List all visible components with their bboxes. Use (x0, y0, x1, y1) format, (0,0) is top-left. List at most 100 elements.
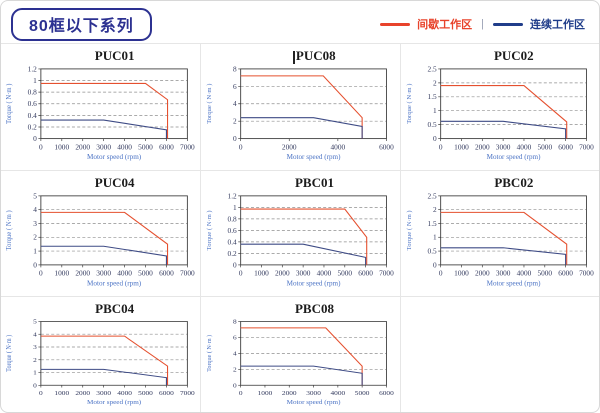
legend-separator: | (481, 18, 484, 30)
torque-speed-chart-pbc04: 0 1 2 3 4 5 0 1000 2000 3000 4000 5000 6000 7000 Motor… (6, 318, 196, 406)
svg-text:7000: 7000 (180, 270, 195, 278)
svg-text:2000: 2000 (282, 142, 297, 151)
svg-text:6: 6 (233, 82, 237, 91)
svg-text:0.5: 0.5 (427, 120, 437, 129)
svg-text:Motor speed (rpm): Motor speed (rpm) (87, 399, 141, 406)
svg-text:4000: 4000 (331, 142, 346, 151)
chart-cell-puc08: PUC08 0 2 4 6 8 0 2000 4000 6000 Motor speed (rpm… (200, 43, 400, 170)
svg-text:0: 0 (39, 270, 43, 278)
svg-text:1000: 1000 (54, 142, 69, 151)
svg-text:5000: 5000 (537, 270, 552, 278)
svg-text:7000: 7000 (579, 270, 594, 278)
svg-text:5000: 5000 (537, 142, 552, 151)
svg-text:5: 5 (33, 318, 37, 326)
svg-text:5000: 5000 (355, 389, 370, 397)
svg-text:1.2: 1.2 (228, 192, 238, 200)
svg-text:6000: 6000 (359, 270, 374, 278)
svg-text:3000: 3000 (96, 270, 111, 278)
svg-text:0: 0 (438, 142, 442, 151)
svg-text:0.4: 0.4 (28, 111, 38, 120)
chart-title: PUC04 (94, 175, 135, 190)
svg-text:0: 0 (233, 382, 237, 390)
svg-text:7000: 7000 (579, 142, 594, 151)
svg-text:Motor speed (rpm): Motor speed (rpm) (87, 153, 142, 161)
svg-text:1: 1 (433, 106, 437, 115)
continuous-legend-label: 连续工作区 (530, 19, 585, 31)
chart-title: PUC01 (94, 48, 135, 63)
svg-text:4: 4 (233, 99, 237, 108)
svg-text:Motor speed (rpm): Motor speed (rpm) (287, 153, 342, 161)
svg-text:2: 2 (433, 206, 437, 214)
svg-text:Torque ( N·m ): Torque ( N·m ) (6, 84, 13, 124)
svg-text:3000: 3000 (307, 389, 322, 397)
svg-text:1: 1 (33, 369, 37, 377)
svg-text:7000: 7000 (180, 389, 195, 397)
svg-text:Torque ( N·m ): Torque ( N·m ) (206, 210, 213, 250)
svg-text:Torque ( N·m ): Torque ( N·m ) (206, 84, 213, 124)
chart-cell-pbc01: PBC01 0 0.2 0.4 0.6 0.8 1 1.2 0 1000 2000 3000 4000… (200, 170, 400, 296)
svg-text:0: 0 (33, 261, 37, 269)
svg-text:1000: 1000 (54, 270, 69, 278)
chart-title: PUC08 (295, 48, 336, 63)
svg-text:Torque ( N·m ): Torque ( N·m ) (406, 84, 413, 124)
chart-cell-puc02: PUC02 0 0.5 1 1.5 2 2.5 0 1000 2000 3000 4000 5000 6… (399, 43, 599, 170)
svg-text:2: 2 (433, 78, 437, 87)
svg-text:0: 0 (233, 261, 237, 269)
svg-text:Motor speed (rpm): Motor speed (rpm) (287, 399, 341, 406)
svg-text:6000: 6000 (379, 142, 394, 151)
svg-text:6000: 6000 (558, 142, 573, 151)
svg-text:1: 1 (233, 204, 237, 212)
svg-text:2000: 2000 (282, 389, 297, 397)
svg-text:0: 0 (433, 134, 437, 143)
chart-cell-pbc04: PBC04 0 1 2 3 4 5 0 1000 2000 3000 4000 5000 6000 700… (1, 296, 201, 412)
svg-text:0: 0 (239, 389, 243, 397)
svg-text:2000: 2000 (75, 389, 90, 397)
svg-text:0: 0 (39, 142, 43, 151)
svg-text:0: 0 (239, 142, 243, 151)
chart-title: PBC02 (494, 175, 534, 190)
torque-speed-chart-puc02: 0 0.5 1 1.5 2 2.5 0 1000 2000 3000 4000 5000 6000 700… (406, 64, 594, 161)
torque-speed-chart-puc08: 0 2 4 6 8 0 2000 4000 6000 Motor speed (rpm) Torqu… (206, 64, 394, 161)
svg-text:Torque ( N·m ): Torque ( N·m ) (406, 210, 413, 250)
svg-text:1: 1 (33, 76, 37, 85)
svg-text:3: 3 (33, 220, 37, 228)
svg-text:1000: 1000 (454, 270, 469, 278)
svg-text:0: 0 (239, 270, 243, 278)
svg-text:Torque ( N·m ): Torque ( N·m ) (206, 335, 213, 372)
svg-text:3000: 3000 (495, 142, 510, 151)
svg-text:2000: 2000 (75, 142, 90, 151)
svg-text:2000: 2000 (475, 270, 490, 278)
svg-text:8: 8 (233, 64, 237, 73)
empty-cell (399, 296, 599, 412)
svg-text:1.5: 1.5 (427, 92, 437, 101)
svg-text:0.6: 0.6 (228, 227, 238, 235)
svg-text:1.2: 1.2 (28, 64, 38, 73)
svg-text:4000: 4000 (516, 270, 531, 278)
svg-text:5: 5 (33, 192, 37, 200)
series-title: 80框以下系列 (11, 7, 152, 41)
svg-text:0.6: 0.6 (28, 99, 38, 108)
svg-text:7000: 7000 (379, 270, 394, 278)
svg-text:2: 2 (33, 356, 37, 364)
legend: 间歇工作区 | 连续工作区 (380, 16, 585, 32)
svg-text:6000: 6000 (159, 389, 174, 397)
svg-text:1000: 1000 (258, 389, 273, 397)
svg-text:5000: 5000 (338, 270, 353, 278)
svg-text:6000: 6000 (558, 270, 573, 278)
svg-text:2000: 2000 (75, 270, 90, 278)
svg-text:2000: 2000 (475, 142, 490, 151)
svg-text:4000: 4000 (331, 389, 346, 397)
torque-speed-chart-pbc08: 0 2 4 6 8 0 1000 2000 3000 4000 5000 6000 Motor spee… (206, 318, 395, 406)
svg-text:3000: 3000 (296, 270, 311, 278)
svg-text:6000: 6000 (159, 142, 174, 151)
intermittent-legend-line-icon (380, 22, 411, 26)
svg-text:6: 6 (233, 334, 237, 342)
svg-text:1: 1 (433, 234, 437, 242)
svg-text:4000: 4000 (516, 142, 531, 151)
svg-text:0: 0 (433, 261, 437, 269)
chart-title: PBC04 (95, 301, 135, 316)
svg-text:1000: 1000 (54, 389, 69, 397)
svg-text:6000: 6000 (159, 270, 174, 278)
svg-text:0.4: 0.4 (228, 238, 238, 246)
svg-text:6000: 6000 (379, 389, 394, 397)
